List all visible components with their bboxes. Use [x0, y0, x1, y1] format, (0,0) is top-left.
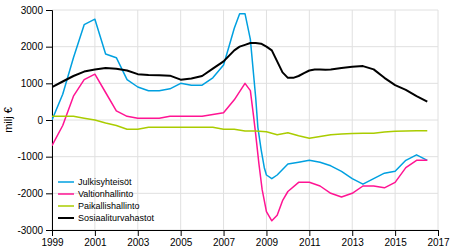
y-tick-mark — [46, 83, 52, 84]
legend-swatch — [58, 193, 74, 195]
y-axis: -3000 -2000 -1000 0 1000 2000 3000 — [17, 5, 52, 236]
x-tick-mark — [352, 230, 353, 236]
legend-item: Paikallishallinto — [58, 201, 140, 211]
y-tick: 0 — [37, 115, 52, 126]
x-tick-label: 2011 — [299, 237, 321, 248]
x-tick-label: 2003 — [127, 237, 150, 248]
series-line — [52, 116, 427, 138]
plot-area — [52, 14, 427, 221]
x-tick-mark — [224, 230, 225, 236]
x-tick-mark — [395, 230, 396, 236]
series-line — [52, 43, 427, 102]
x-tick-label: 2001 — [84, 237, 107, 248]
x-axis-line — [53, 231, 439, 237]
x-tick-mark — [266, 230, 267, 236]
y-tick-mark — [46, 157, 52, 158]
y-grid-line — [52, 156, 438, 157]
y-tick-label: -3000 — [17, 225, 43, 236]
y-axis-line — [46, 11, 53, 231]
x-tick: 2009 — [256, 230, 279, 248]
x-tick: 2001 — [84, 230, 107, 248]
x-tick: 2017 — [427, 230, 450, 248]
x-tick: 2011 — [299, 230, 321, 248]
legend-label: Julkisyhteisöt — [78, 177, 132, 187]
y-tick: 1000 — [21, 78, 52, 89]
y-tick-label: 1000 — [21, 78, 44, 89]
x-tick-label: 2007 — [213, 237, 236, 248]
x-tick: 2005 — [170, 230, 193, 248]
y-tick: -1000 — [17, 151, 52, 162]
x-tick-mark — [95, 230, 96, 236]
y-tick-mark — [46, 47, 52, 48]
legend-swatch — [58, 217, 74, 219]
y-grid-line — [52, 120, 438, 121]
legend-swatch — [58, 205, 74, 207]
legend-item: Valtionhallinto — [58, 189, 133, 199]
legend-item: Sosiaaliturvahastot — [58, 213, 155, 223]
x-tick: 2003 — [127, 230, 150, 248]
y-grid-line — [52, 46, 438, 47]
x-tick: 2007 — [213, 230, 236, 248]
x-tick: 1999 — [41, 230, 64, 248]
y-tick-label: 2000 — [21, 41, 44, 52]
x-tick-label: 2013 — [342, 237, 365, 248]
legend-label: Valtionhallinto — [78, 189, 133, 199]
y-tick-label: -2000 — [17, 188, 43, 199]
x-tick-mark — [309, 230, 310, 236]
x-tick-label: 2009 — [256, 237, 279, 248]
chart: 1999 2001 2003 2005 2007 2009 2011 2013 2015 2017… — [0, 0, 454, 252]
x-axis: 1999 2001 2003 2005 2007 2009 2011 2013 2015 2017 — [41, 230, 450, 248]
y-tick: 2000 — [21, 41, 52, 52]
series-line — [52, 74, 427, 221]
y-tick-mark — [46, 10, 52, 11]
legend-label: Sosiaaliturvahastot — [78, 213, 155, 223]
x-tick-mark — [438, 230, 439, 236]
series-line — [52, 14, 427, 185]
y-tick-mark — [46, 120, 52, 121]
x-tick-label: 1999 — [41, 237, 64, 248]
x-tick-label: 2005 — [170, 237, 193, 248]
legend-label: Paikallishallinto — [78, 201, 140, 211]
x-tick-mark — [138, 230, 139, 236]
x-tick-label: 2017 — [427, 237, 450, 248]
y-tick: 3000 — [21, 5, 52, 16]
y-tick: -2000 — [17, 188, 52, 199]
y-tick-mark — [46, 230, 52, 231]
y-tick-label: 3000 — [21, 5, 44, 16]
legend-item: Julkisyhteisöt — [58, 177, 132, 187]
x-tick: 2013 — [342, 230, 365, 248]
y-tick-label: 0 — [37, 115, 43, 126]
legend: Julkisyhteisöt Valtionhallinto Paikallisha… — [58, 177, 155, 223]
y-tick-mark — [46, 193, 52, 194]
grid — [52, 10, 438, 230]
y-tick-label: -1000 — [17, 151, 43, 162]
x-tick-mark — [181, 230, 182, 236]
y-axis-title: milj € — [2, 107, 14, 133]
x-tick: 2015 — [384, 230, 407, 248]
x-tick-label: 2015 — [384, 237, 407, 248]
y-tick: -3000 — [17, 225, 52, 236]
y-grid-line — [52, 10, 438, 11]
legend-swatch — [58, 181, 74, 183]
